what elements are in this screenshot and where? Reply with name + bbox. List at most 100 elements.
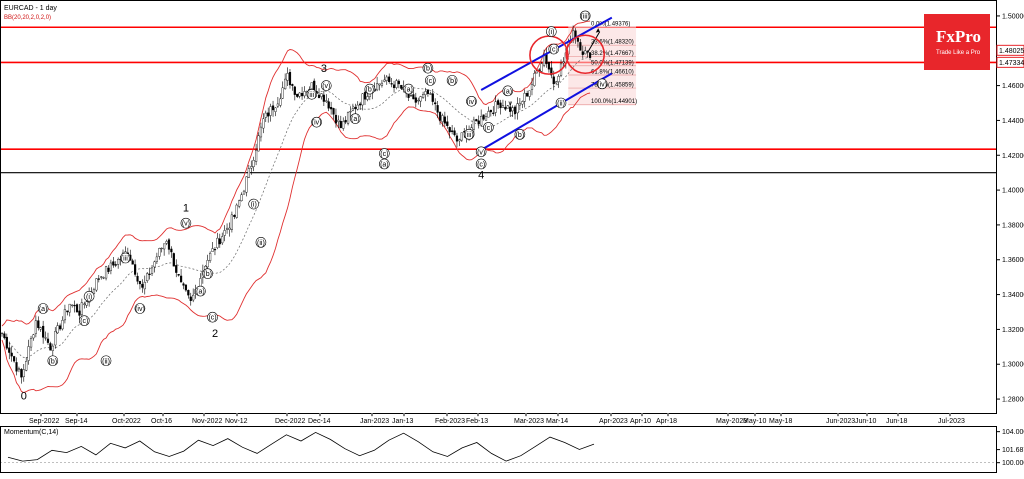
candle bbox=[257, 132, 260, 152]
time-tick-label: May-2023 bbox=[716, 418, 747, 425]
wave-label-minor: (i) bbox=[248, 198, 259, 210]
candle bbox=[192, 288, 195, 303]
candle-body-up bbox=[262, 118, 265, 129]
price-tick-label: 1.28000 bbox=[1002, 397, 1024, 404]
candle bbox=[141, 279, 144, 293]
time-tick-label: Nov-12 bbox=[225, 418, 248, 425]
wave-label-circle bbox=[579, 10, 591, 22]
candle-body-up bbox=[27, 346, 30, 361]
wave-label-circle bbox=[403, 83, 414, 95]
candle bbox=[44, 331, 47, 341]
candle-body-down bbox=[327, 101, 330, 109]
time-tick-label: May-18 bbox=[769, 418, 792, 425]
candle-body-up bbox=[494, 101, 497, 113]
candle-body-up bbox=[417, 99, 420, 102]
wave-label-minor: (b) bbox=[364, 83, 376, 95]
candle-body-up bbox=[160, 247, 163, 250]
wave-label-minor: (iv) bbox=[311, 116, 322, 128]
wave-label-text: (a) bbox=[503, 88, 512, 95]
candle-body-up bbox=[528, 90, 531, 97]
candle-body-up bbox=[235, 204, 238, 218]
candle bbox=[15, 357, 18, 376]
wave-label-text: (i) bbox=[251, 202, 257, 209]
candle-body-up bbox=[150, 267, 154, 274]
candle bbox=[291, 83, 294, 91]
candle bbox=[359, 101, 362, 111]
candle bbox=[153, 260, 156, 273]
wave-label-minor: (c) bbox=[78, 315, 90, 326]
candle-body-down bbox=[37, 320, 40, 329]
wave-label-minor: (i) bbox=[546, 26, 557, 37]
candle-body-down bbox=[73, 304, 76, 307]
candle-body-up bbox=[298, 92, 301, 97]
wave-label-major: 3 bbox=[321, 63, 327, 75]
wave-label-text: (b) bbox=[203, 271, 212, 278]
wave-label-circle bbox=[83, 291, 95, 302]
candle-body-up bbox=[276, 103, 279, 107]
candle bbox=[252, 156, 255, 172]
candle-body-down bbox=[576, 37, 580, 42]
candle bbox=[247, 164, 250, 179]
wave-label-minor: (ii) bbox=[100, 355, 112, 367]
candle bbox=[487, 106, 490, 118]
candle-body-up bbox=[254, 149, 258, 162]
wave-label-minor: (ii) bbox=[255, 237, 267, 248]
candle-body-up bbox=[279, 98, 282, 106]
candle-body-down bbox=[552, 76, 555, 85]
candle-body-up bbox=[337, 119, 340, 122]
candle-body-up bbox=[480, 116, 483, 126]
candle-body-up bbox=[68, 303, 71, 313]
wave-label-minor: (a) bbox=[195, 285, 206, 297]
wave-label-text: (iii) bbox=[581, 13, 590, 20]
candle bbox=[497, 98, 500, 109]
candle-body-up bbox=[346, 112, 350, 124]
candle bbox=[0, 332, 4, 337]
candle-body-up bbox=[535, 70, 538, 74]
candle-body-down bbox=[182, 283, 185, 286]
wave-label-minor: (c) bbox=[548, 43, 560, 55]
projection-arrow bbox=[587, 31, 601, 53]
wave-label-text: (iii) bbox=[121, 256, 130, 263]
candle-body-up bbox=[216, 237, 219, 248]
wave-label-circle bbox=[596, 78, 608, 90]
candle bbox=[320, 93, 323, 100]
candle bbox=[155, 252, 158, 264]
candle bbox=[579, 39, 582, 51]
candle-body-up bbox=[274, 107, 277, 112]
candle bbox=[300, 86, 304, 100]
wave-label-text: (c) bbox=[426, 78, 434, 85]
candle-body-up bbox=[521, 101, 524, 105]
candle-body-down bbox=[8, 347, 11, 353]
candle bbox=[32, 333, 35, 341]
wave-label-circle bbox=[546, 26, 557, 37]
candle bbox=[221, 232, 224, 245]
candle-body-up bbox=[472, 119, 475, 130]
candle-body-up bbox=[146, 273, 149, 282]
candle bbox=[230, 211, 233, 233]
candle-body-up bbox=[540, 63, 543, 72]
candle-body-down bbox=[107, 267, 110, 272]
fib-label: 23.6%(1.48320) bbox=[591, 40, 634, 46]
candle bbox=[346, 111, 350, 126]
candle bbox=[68, 303, 71, 317]
candle bbox=[448, 126, 451, 139]
candle bbox=[146, 271, 149, 283]
candle-body-up bbox=[584, 50, 587, 55]
candle-body-down bbox=[5, 336, 8, 349]
price-tick-label: 1.42000 bbox=[1002, 153, 1024, 160]
wave-label-circle bbox=[364, 83, 376, 95]
candle-body-down bbox=[499, 102, 502, 109]
price-tick-label: 1.32000 bbox=[1002, 327, 1024, 334]
candle-body-down bbox=[112, 261, 115, 266]
candle bbox=[547, 61, 551, 73]
candle bbox=[184, 284, 188, 292]
candle bbox=[349, 106, 352, 118]
wave-label-circle bbox=[37, 303, 49, 314]
candle bbox=[550, 60, 553, 79]
wave-label-minor: (a) bbox=[502, 85, 514, 97]
candle-body-up bbox=[429, 93, 432, 95]
candle-body-down bbox=[97, 278, 100, 280]
wave-label-text: v bbox=[508, 101, 512, 108]
candle-body-up bbox=[378, 83, 381, 86]
candle bbox=[269, 103, 272, 122]
